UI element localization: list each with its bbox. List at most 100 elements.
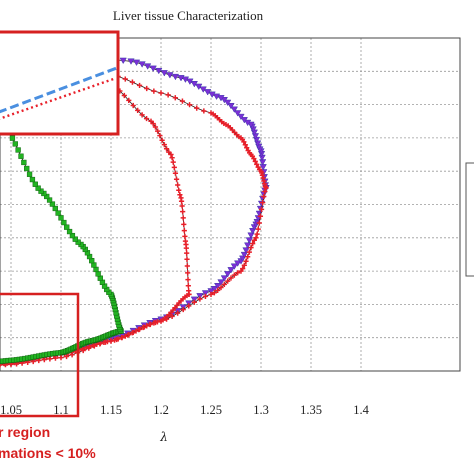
series-1-unloading-point-10 — [254, 161, 260, 167]
series-2-unloading-point-5 — [184, 263, 190, 269]
series-3 — [0, 115, 124, 365]
series-2-unloading-point-25 — [170, 159, 176, 165]
series-1-loading-point-51 — [228, 275, 234, 281]
series-0-loading-point-53 — [234, 260, 242, 267]
series-2-loading-point-42 — [108, 338, 114, 344]
series-1-unloading-point-46 — [129, 79, 136, 85]
series-1-loading-point-49 — [221, 281, 227, 287]
series-0-unloading-point-40 — [155, 67, 163, 75]
series-3-unloading-point-50 — [15, 147, 21, 153]
series-2-unloading-point-28 — [166, 149, 172, 155]
series-2-loading-point-53 — [147, 321, 153, 327]
series-1-loading-point-48 — [218, 284, 224, 291]
series-2-unloading-point-19 — [177, 192, 183, 198]
series-3-unloading-point-34 — [61, 219, 67, 226]
series-2-unloading-point-14 — [180, 215, 186, 221]
x-tick-label-3: 1.2 — [153, 403, 169, 417]
series-0-loading-point-48 — [217, 279, 225, 286]
series-1-unloading-point-35 — [208, 110, 214, 116]
annotation-line-1: r region — [0, 424, 50, 440]
series-2-unloading-point-13 — [181, 221, 187, 227]
inset-line-0 — [0, 66, 117, 114]
highlight-box-small-region — [0, 292, 80, 418]
series-0-unloading-point-35 — [181, 76, 190, 83]
series-0-loading-point-59 — [245, 237, 253, 244]
series-1-unloading-point-17 — [244, 145, 250, 151]
series-0-unloading-point-25 — [224, 99, 232, 107]
series-0-loading-point-50 — [224, 271, 232, 278]
series-2-loading-point-54 — [151, 320, 157, 326]
series-0-unloading-point-28 — [212, 93, 221, 100]
series-1-loading-point-65 — [255, 226, 261, 232]
series-1-loading-point-43 — [197, 296, 203, 302]
series-1-loading-point-44 — [202, 293, 209, 299]
series-1-loading-point-19 — [63, 353, 70, 360]
series-0-loading-point-42 — [190, 296, 198, 303]
series-2-unloading-point-30 — [161, 142, 167, 148]
series-0-loading-point-68 — [257, 200, 266, 208]
series-2-loading-point-46 — [122, 333, 128, 339]
series-2-loading-point-45 — [119, 335, 125, 341]
series-0-loading-point-45 — [207, 288, 215, 295]
series-2-loading-point-51 — [140, 324, 146, 331]
series-3-unloading-point-39 — [46, 197, 53, 203]
series-2-loading-point-48 — [129, 330, 136, 336]
series-1-loading-point-47 — [215, 287, 221, 293]
series-0-unloading-point-42 — [144, 63, 152, 70]
series-2-unloading-point-39 — [135, 107, 141, 113]
series-0-unloading-point-24 — [227, 102, 235, 110]
series-2-unloading-point-23 — [172, 170, 179, 176]
series-2-unloading-point-26 — [169, 155, 175, 161]
series-2-unloading-point-4 — [185, 270, 191, 276]
series-2-unloading-point-29 — [163, 146, 170, 152]
series-1-loading-point-40 — [180, 306, 186, 313]
series-0-unloading-point-39 — [160, 70, 168, 77]
series-3-unloading-point-52 — [9, 135, 16, 141]
series-0-unloading-point-41 — [149, 65, 157, 72]
series-2-unloading-point-16 — [179, 203, 185, 209]
series-1-loading-point-53 — [235, 270, 241, 276]
series-2-unloading-point-7 — [184, 250, 190, 256]
series-0-unloading-point-31 — [199, 86, 207, 93]
series-0-unloading-point-21 — [237, 113, 245, 121]
series-1-loading-point-63 — [253, 235, 259, 241]
series-2-unloading-point-31 — [159, 137, 165, 143]
series-0-loading-point-46 — [210, 286, 218, 293]
series-3-unloading-point-31 — [69, 232, 76, 239]
series-0-unloading-point-36 — [177, 75, 185, 82]
series-1-unloading-point-16 — [245, 147, 251, 154]
series-3-unloading-point-51 — [12, 141, 18, 147]
series-1-unloading-point-37 — [194, 105, 200, 111]
series-0-loading-point-58 — [244, 242, 252, 249]
series-2-loading-point-55 — [154, 319, 161, 325]
series-0-unloading-point-23 — [230, 106, 238, 113]
x-tick-label-6: 1.35 — [300, 403, 322, 417]
series-1-unloading-point-9 — [255, 164, 261, 170]
x-tick-label-2: 1.15 — [100, 403, 122, 417]
series-1-loading-point-60 — [248, 245, 254, 251]
inset-line-1 — [0, 76, 117, 120]
series-3-unloading-point-45 — [29, 176, 36, 183]
series-1-loading-point-46 — [211, 290, 217, 296]
series-2-unloading-point-12 — [181, 228, 187, 234]
series-1-loading-point-70 — [261, 193, 267, 200]
series-0-unloading-point-27 — [217, 95, 225, 102]
series-2-unloading-point-40 — [130, 102, 136, 109]
series-0-unloading-point-22 — [234, 110, 242, 117]
series-0-loading-point-52 — [230, 263, 238, 270]
series-3-unloading-point-35 — [58, 215, 64, 221]
series-2-loading-point-35 — [83, 345, 89, 351]
x-tick-label-4: 1.25 — [200, 403, 222, 417]
series-3-unloading-point-46 — [26, 171, 33, 177]
series-3-unloading-point-32 — [66, 228, 73, 235]
series-0-loading-point-51 — [227, 267, 235, 274]
series-0-unloading-point-37 — [171, 73, 180, 81]
series-2-unloading-point-36 — [148, 118, 154, 124]
series-2-unloading-point-1 — [186, 288, 192, 294]
series-0-loading-point-57 — [242, 247, 250, 254]
series-1-loading-point-41 — [186, 303, 192, 309]
x-axis-label: λ — [159, 430, 168, 444]
series-1-loading-point-61 — [250, 241, 256, 247]
series-0-unloading-point-34 — [186, 78, 194, 85]
series-1-unloading-point-38 — [186, 102, 193, 108]
